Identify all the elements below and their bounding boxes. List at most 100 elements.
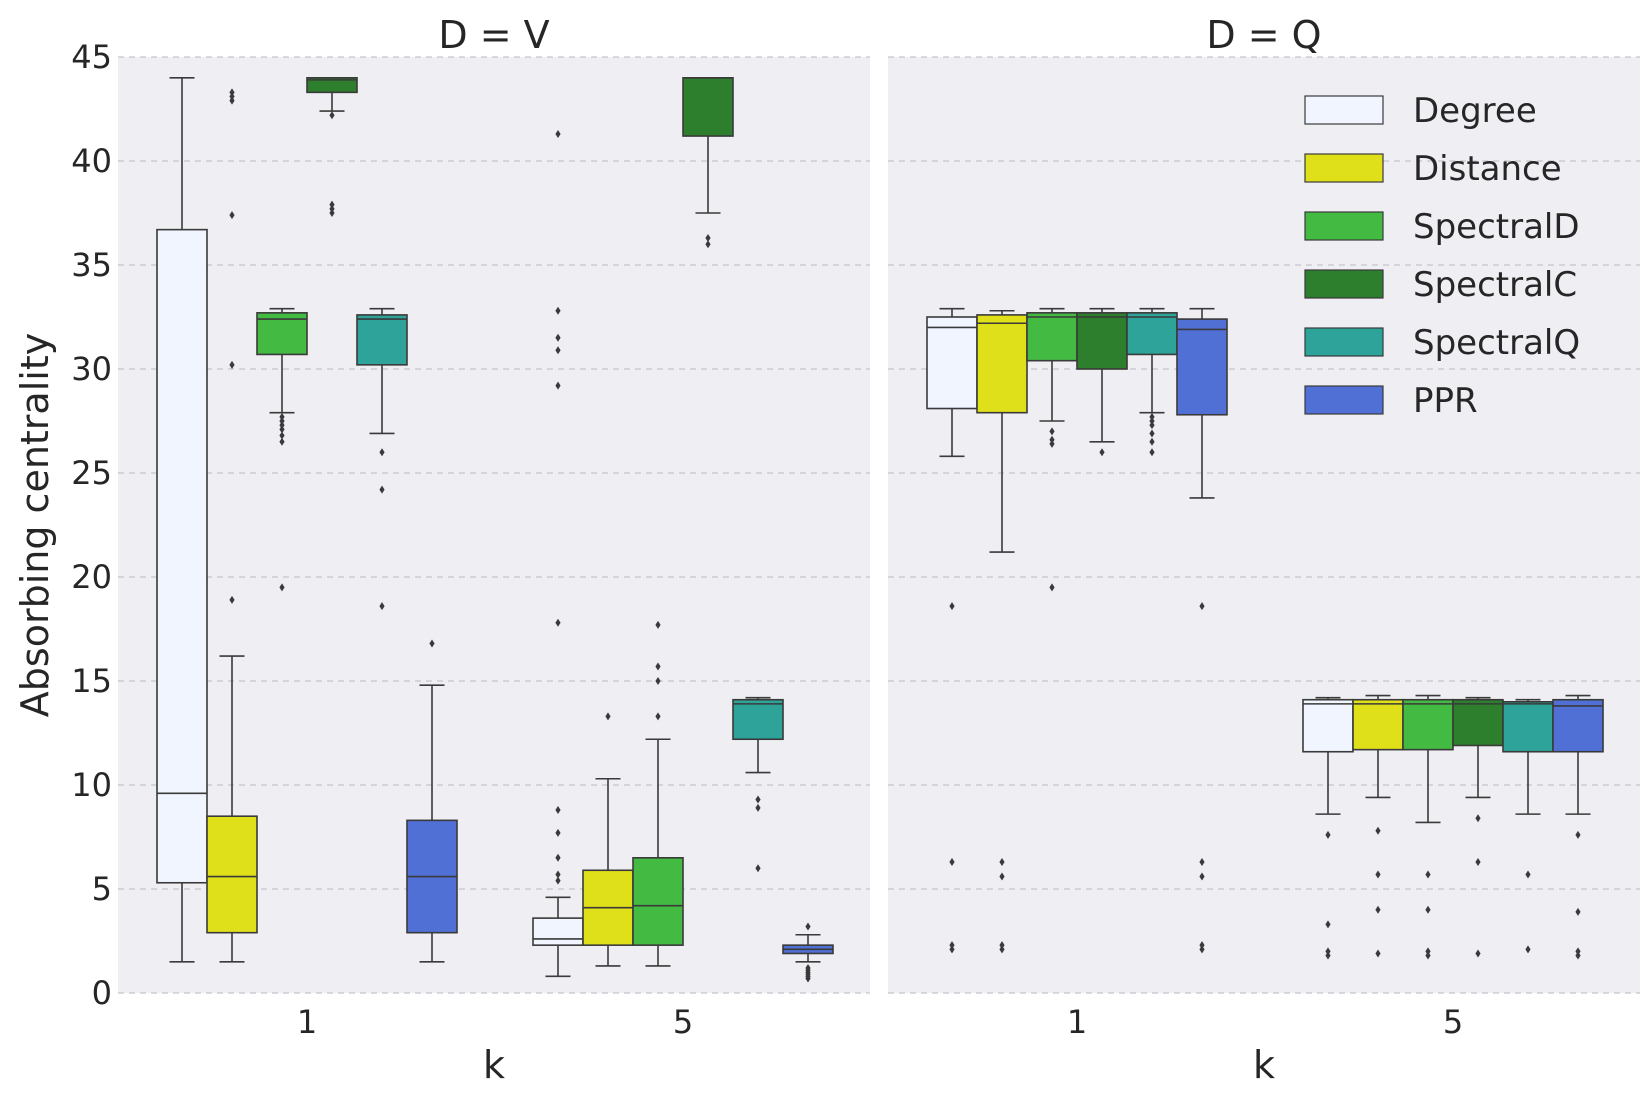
box-iqr [632,856,684,946]
outlier-point [1575,830,1581,839]
outlier-point [229,211,235,220]
distance-box-k1 [976,309,1028,954]
outlier-point [229,595,235,604]
box-iqr [1352,698,1404,751]
outlier-point [805,964,811,973]
outlier-point [999,941,1005,950]
x-axis-title: k [1253,1043,1275,1087]
outlier-point [999,857,1005,866]
degree-box-k5 [1302,696,1354,960]
outlier-point [1475,949,1481,958]
box-iqr [1076,312,1128,370]
legend-item-degree: Degree [1304,91,1537,131]
outlier-point [999,872,1005,881]
outlier-point [555,618,561,627]
outlier-point [1575,907,1581,916]
panel-title: D = Q [1206,13,1321,57]
legend-item-ppr: PPR [1304,381,1478,421]
outlier-point [1525,870,1531,879]
outlier-point [1199,857,1205,866]
outlier-point [655,662,661,671]
box-iqr [976,314,1028,414]
box-iqr [1402,698,1454,751]
outlier-point [1049,435,1055,444]
legend-label: SpectralC [1413,265,1577,305]
outlier-point [279,421,285,430]
box-iqr [1552,698,1604,753]
outlier-point [949,945,955,954]
outlier-point [379,448,385,457]
legend-swatch [1304,385,1384,415]
outlier-point [1425,870,1431,879]
legend-item-spectralq: SpectralQ [1304,323,1580,363]
distance-box-k1 [206,88,258,963]
outlier-point [555,129,561,138]
outlier-point [1475,814,1481,823]
outlier-point [279,412,285,421]
outlier-point [949,602,955,611]
x-tick-label: 1 [297,1003,317,1041]
y-tick-label: 0 [92,974,112,1012]
outlier-point [429,639,435,648]
outlier-point [1325,951,1331,960]
outlier-point [999,945,1005,954]
outlier-point [229,96,235,105]
spectrald-box-k1 [256,307,308,592]
outlier-point [1425,947,1431,956]
x-tick-label: 5 [673,1003,693,1041]
box-iqr [682,77,734,137]
outlier-point [555,346,561,355]
panel-title: D = V [438,13,549,57]
y-tick-label: 45 [71,38,112,76]
legend-swatch [1304,269,1384,299]
outlier-point [655,620,661,629]
legend-item-distance: Distance [1304,149,1562,189]
outlier-point [1149,448,1155,457]
y-tick-label: 25 [71,454,112,492]
outlier-point [1199,602,1205,611]
legend-label: SpectralQ [1413,323,1580,363]
box-iqr [1026,312,1078,362]
y-tick-label: 40 [71,142,112,180]
outlier-point [1375,905,1381,914]
y-tick-label: 30 [71,350,112,388]
outlier-point [605,712,611,721]
outlier-point [329,209,335,217]
outlier-point [1149,417,1155,425]
outlier-point [655,712,661,721]
outlier-point [1199,945,1205,954]
y-tick-label: 5 [92,870,112,908]
legend-swatch [1304,327,1384,357]
outlier-point [555,306,561,315]
panel-background-2 [888,57,1640,993]
box-iqr [1502,700,1554,753]
outlier-point [1049,439,1055,448]
x-tick-label: 5 [1443,1003,1463,1041]
outlier-point [1049,583,1055,592]
y-tick-label: 15 [71,662,112,700]
outlier-point [279,583,285,592]
distance-box-k5 [1352,694,1404,958]
outlier-point [1149,412,1155,421]
spectralc-box-k1 [1076,307,1128,457]
outlier-point [1425,905,1431,914]
ppr-box-k5 [782,922,834,983]
outlier-point [229,88,235,97]
y-tick-label: 20 [71,558,112,596]
outlier-point [1375,949,1381,958]
degree-box-k5 [532,129,584,978]
legend-swatch [1304,95,1384,125]
outlier-point [1325,947,1331,956]
outlier-point [279,417,285,425]
box-iqr [306,77,358,94]
y-tick-label: 10 [71,766,112,804]
outlier-point [1099,448,1105,457]
legend-label: SpectralD [1413,207,1580,247]
ppr-box-k1 [1176,307,1228,954]
outlier-point [1149,429,1155,438]
outlier-point [555,853,561,862]
outlier-point [949,857,955,866]
outlier-point [1525,945,1531,954]
box-iqr [1176,318,1228,416]
